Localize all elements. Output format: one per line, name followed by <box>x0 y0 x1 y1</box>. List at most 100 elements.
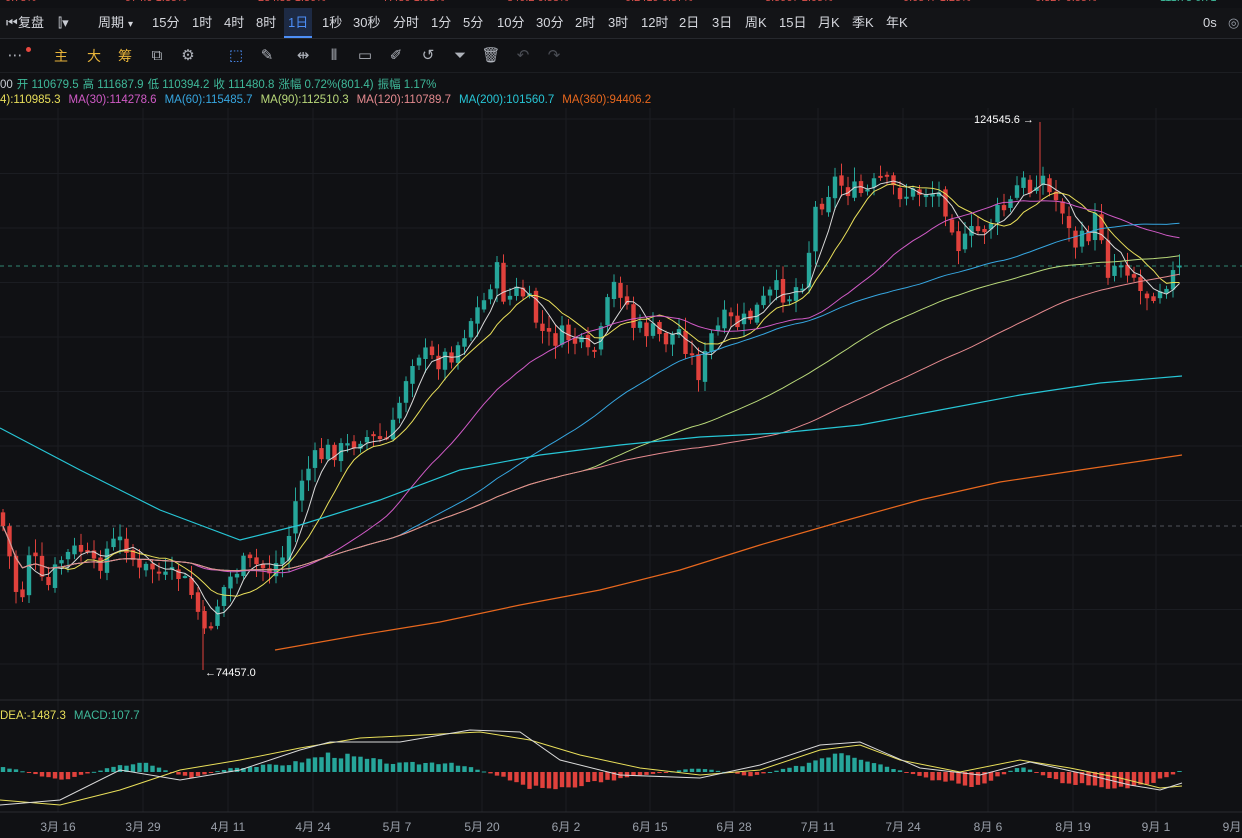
macd-bar <box>845 755 851 772</box>
macd-bar <box>891 768 896 772</box>
macd-bar <box>559 772 565 788</box>
more-icon[interactable]: ⋯ <box>7 47 23 64</box>
macd-bar <box>748 772 753 777</box>
interval-4[interactable]: 1日 <box>284 8 313 38</box>
interval-10[interactable]: 10分 <box>497 15 525 30</box>
replay-button[interactable]: 复盘 <box>18 15 45 30</box>
candle-body <box>325 444 331 460</box>
main-indicator-button[interactable]: 主 <box>54 48 68 64</box>
interval-2[interactable]: 4时 <box>224 15 245 30</box>
candle-body <box>85 550 90 553</box>
candle-body <box>956 231 961 252</box>
macd-bar <box>455 765 461 772</box>
candle-body <box>1053 191 1059 201</box>
undo-icon[interactable]: ↶ <box>516 47 530 64</box>
macd-bar <box>208 772 214 773</box>
magnet-icon[interactable]: ↺ <box>421 47 435 64</box>
ma-legend-item: 4):110985.3 <box>0 94 61 106</box>
interval-3[interactable]: 8时 <box>256 15 277 30</box>
macd-bar <box>988 772 994 781</box>
macd-bar <box>910 772 916 775</box>
candle-type-icon[interactable]: ⫿▾ <box>58 15 69 30</box>
macd-bar <box>390 763 396 772</box>
interval-18[interactable]: 15日 <box>779 15 807 30</box>
indicator-settings-icon[interactable]: ⚙ <box>181 47 195 64</box>
ticker-item: 0.327 0.55% <box>1035 0 1097 4</box>
pen-icon[interactable]: ✎ <box>260 47 274 64</box>
interval-13[interactable]: 3时 <box>608 15 629 30</box>
interval-20[interactable]: 季K <box>852 15 874 30</box>
interval-8[interactable]: 1分 <box>431 15 452 30</box>
candle-body <box>247 554 253 559</box>
candle-body <box>962 233 968 250</box>
candle-body <box>254 557 259 565</box>
candle-body <box>1021 177 1026 188</box>
macd-bar <box>78 772 84 775</box>
x-axis-label: 6月 2 <box>551 820 581 834</box>
filter-icon[interactable]: ⏷ <box>453 47 466 64</box>
trash-icon[interactable]: 🗑 <box>481 47 501 64</box>
macd-bar <box>852 757 857 772</box>
candle-body <box>546 328 552 332</box>
edit-note-icon[interactable]: ✐ <box>389 47 403 64</box>
chip-distribution-button[interactable]: 筹 <box>118 48 132 64</box>
candle-body <box>358 443 363 449</box>
interval-1[interactable]: 1时 <box>192 15 213 30</box>
candle-body <box>884 174 890 177</box>
macd-bar <box>273 764 279 772</box>
macd-bar <box>384 763 389 772</box>
interval-16[interactable]: 3日 <box>712 15 733 30</box>
macd-bar <box>1027 769 1033 772</box>
period-chevron-icon[interactable]: ▾ <box>128 19 134 30</box>
candle-body <box>1164 288 1169 293</box>
interval-7[interactable]: 分时 <box>393 15 420 30</box>
copy-icon[interactable]: ▭ <box>357 47 373 64</box>
macd-bar <box>1073 772 1078 785</box>
candle-body <box>631 304 636 328</box>
large-order-button[interactable]: 大 <box>87 48 101 64</box>
candle-body <box>351 441 357 449</box>
candle-body <box>488 289 493 300</box>
compare-icon[interactable]: ⧉ <box>151 47 163 64</box>
ma-legend: 4):110985.3 MA(30):114278.6 MA(60):115485.… <box>0 94 659 106</box>
interval-17[interactable]: 周K <box>745 15 767 30</box>
countdown-label[interactable]: 0s <box>1203 15 1217 30</box>
x-axis-label: 8月 19 <box>1055 820 1091 834</box>
candle-body <box>943 189 948 217</box>
candle-body <box>936 192 942 197</box>
interval-21[interactable]: 年K <box>886 15 908 30</box>
candle-body <box>410 366 415 384</box>
cursor-icon[interactable]: ⬚ <box>228 47 244 64</box>
interval-9[interactable]: 5分 <box>463 15 484 30</box>
candle-body <box>923 195 929 198</box>
candle-body <box>169 567 175 570</box>
period-dropdown[interactable]: 周期 <box>98 15 125 30</box>
macd-bar <box>26 772 32 773</box>
candle-body <box>189 578 194 595</box>
macd-bar <box>982 772 987 784</box>
candle-body <box>98 557 103 571</box>
candle-body <box>728 312 734 317</box>
low-annotation: ←74457.0 <box>205 667 256 679</box>
candle-body <box>839 175 844 186</box>
interval-6[interactable]: 30秒 <box>353 15 381 30</box>
interval-14[interactable]: 12时 <box>641 15 669 30</box>
screenshot-icon[interactable]: ◎ <box>1228 15 1240 30</box>
candle-body <box>150 563 155 570</box>
ruler-icon[interactable]: ⇹ <box>296 47 310 64</box>
candle-body <box>559 325 565 345</box>
interval-19[interactable]: 月K <box>818 15 840 30</box>
candle-body <box>975 226 981 232</box>
interval-11[interactable]: 30分 <box>536 15 564 30</box>
candle-body <box>592 349 597 352</box>
interval-5[interactable]: 1秒 <box>322 15 343 30</box>
redo-icon[interactable]: ↷ <box>547 47 561 64</box>
replay-icon[interactable]: ⏮ <box>6 15 18 30</box>
interval-12[interactable]: 2时 <box>575 15 596 30</box>
interval-0[interactable]: 15分 <box>152 15 180 30</box>
macd-bar <box>605 772 610 780</box>
candle-style-icon[interactable]: ⫴ <box>330 47 338 64</box>
interval-15[interactable]: 2日 <box>679 15 700 30</box>
macd-bar <box>1008 770 1013 772</box>
